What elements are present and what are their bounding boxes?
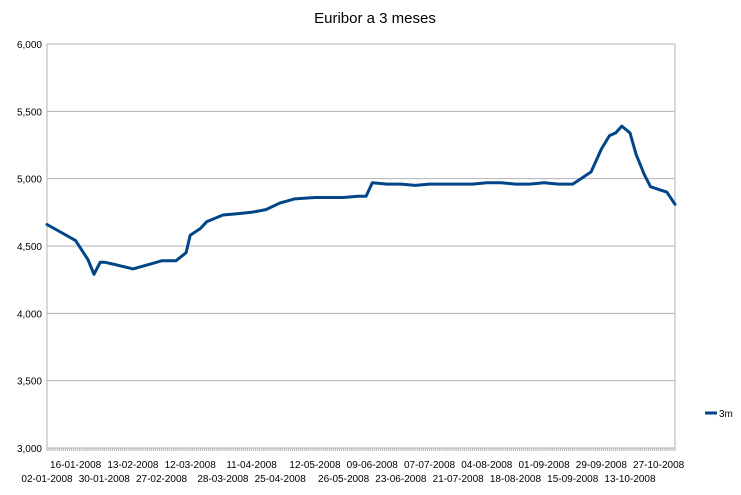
y-tick-label: 4,500 bbox=[17, 242, 42, 253]
x-tick-label: 28-03-2008 bbox=[197, 474, 249, 485]
x-tick-label: 25-04-2008 bbox=[255, 474, 307, 485]
x-tick-label: 30-01-2008 bbox=[79, 474, 131, 485]
plot-frame bbox=[46, 43, 676, 449]
x-tick-label: 16-01-2008 bbox=[50, 460, 102, 471]
y-tick-label: 5,000 bbox=[17, 175, 42, 186]
grid-layer bbox=[47, 43, 675, 449]
y-tick-label: 3,000 bbox=[17, 444, 42, 455]
y-axis: 3,000 3,500 4,000 4,500 5,000 5,500 6,000 bbox=[17, 40, 42, 455]
x-tick-label: 13-02-2008 bbox=[107, 460, 159, 471]
x-tick-label: 27-02-2008 bbox=[136, 474, 188, 485]
x-tick-label: 12-03-2008 bbox=[165, 460, 217, 471]
x-tick-label: 13-10-2008 bbox=[604, 474, 656, 485]
series-layer bbox=[45, 124, 677, 276]
chart-title: Euribor a 3 meses bbox=[314, 10, 436, 27]
x-tick-label: 29-09-2008 bbox=[576, 460, 628, 471]
legend-label: 3m bbox=[719, 409, 733, 420]
x-tick-label: 11-04-2008 bbox=[226, 460, 277, 471]
x-tick-label: 21-07-2008 bbox=[433, 474, 485, 485]
x-tick-label: 27-10-2008 bbox=[633, 460, 685, 471]
x-tick-label: 15-09-2008 bbox=[547, 474, 599, 485]
x-tick-label: 23-06-2008 bbox=[375, 474, 427, 485]
x-tick-label: 04-08-2008 bbox=[461, 460, 513, 471]
y-tick-label: 3,500 bbox=[17, 377, 42, 388]
x-tick-label: 02-01-2008 bbox=[21, 474, 73, 485]
y-tick-label: 5,500 bbox=[17, 107, 42, 118]
y-tick-label: 6,000 bbox=[17, 40, 42, 51]
x-tick-label: 26-05-2008 bbox=[318, 474, 370, 485]
x-tick-label: 07-07-2008 bbox=[404, 460, 456, 471]
x-tick-label: 01-09-2008 bbox=[519, 460, 571, 471]
x-tick-label: 12-05-2008 bbox=[289, 460, 341, 471]
x-axis: 16-01-2008 13-02-2008 12-03-2008 11-04-2008… bbox=[21, 448, 685, 485]
x-tick-label: 09-06-2008 bbox=[347, 460, 399, 471]
legend: 3m bbox=[705, 409, 733, 420]
y-tick-label: 4,000 bbox=[17, 309, 42, 320]
x-tick-label: 18-08-2008 bbox=[490, 474, 542, 485]
series-line-3m bbox=[45, 124, 677, 276]
